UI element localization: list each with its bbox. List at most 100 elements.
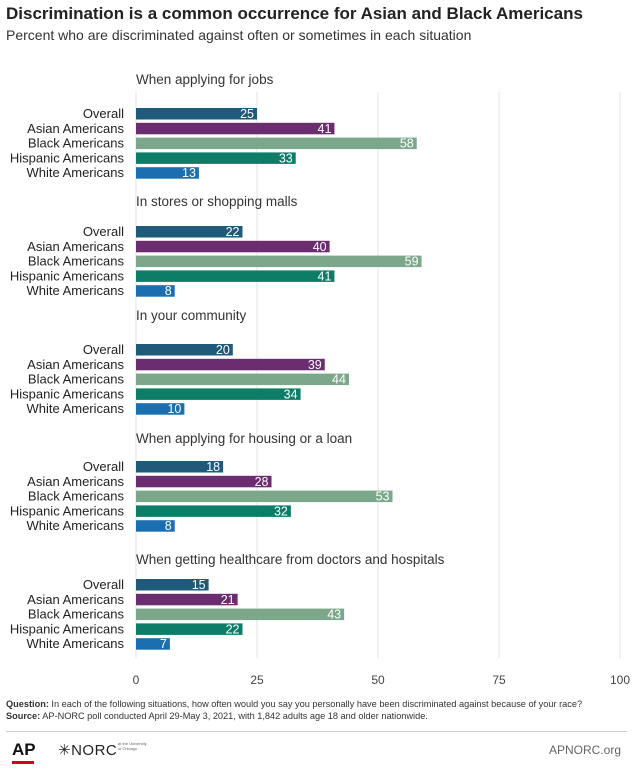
x-tick-label: 0 — [133, 673, 140, 687]
category-label: Black Americans — [28, 136, 125, 151]
category-label: Hispanic Americans — [10, 503, 125, 518]
data-label: 21 — [221, 593, 235, 607]
category-label: Asian Americans — [27, 474, 124, 489]
x-tick-label: 100 — [610, 673, 630, 687]
bar — [136, 255, 422, 268]
category-label: Asian Americans — [27, 592, 124, 607]
bar — [136, 285, 175, 297]
data-label: 53 — [376, 490, 390, 504]
data-label: 33 — [279, 151, 293, 165]
bar-chart: 0 25 50 75 100 When applying for jobs Overall 2… — [10, 72, 630, 687]
category-label: White Americans — [26, 283, 124, 298]
chart-title: Discrimination is a common occurrence fo… — [6, 4, 583, 23]
data-label: 10 — [167, 402, 181, 416]
bar — [136, 520, 175, 532]
bar — [136, 490, 393, 503]
bar — [136, 623, 243, 635]
apnorc-site-link[interactable]: APNORC.org — [548, 743, 621, 757]
category-label: Black Americans — [28, 372, 125, 387]
category-label: Overall — [83, 224, 124, 239]
data-label: 22 — [226, 225, 240, 239]
footnote-source: Source: AP-NORC poll conducted April 29-… — [6, 710, 626, 722]
data-label: 15 — [192, 578, 206, 592]
data-label: 43 — [327, 608, 341, 622]
x-tick-label: 50 — [371, 673, 385, 687]
x-tick-label: 25 — [250, 673, 264, 687]
ap-logo-underline — [12, 761, 34, 764]
bar — [136, 152, 296, 164]
data-label: 7 — [160, 637, 167, 651]
footnote-question: Question: In each of the following situa… — [6, 698, 626, 710]
category-label: Hispanic Americans — [10, 150, 125, 165]
category-label: Overall — [83, 459, 124, 474]
category-label: Overall — [83, 342, 124, 357]
bar — [136, 593, 238, 606]
chart-subtitle: Percent who are discriminated against of… — [6, 27, 472, 43]
category-label: Overall — [83, 106, 124, 121]
ap-logo: AP — [12, 740, 36, 759]
bar — [136, 388, 301, 400]
category-label: Hispanic Americans — [10, 386, 125, 401]
data-label: 28 — [255, 475, 269, 489]
category-label: Hispanic Americans — [10, 268, 125, 283]
category-label: Asian Americans — [27, 121, 124, 136]
category-label: Black Americans — [28, 489, 125, 504]
bar — [136, 638, 170, 650]
data-label: 25 — [240, 107, 254, 121]
data-label: 40 — [313, 240, 327, 254]
bar — [136, 137, 417, 150]
question-text: In each of the following situations, how… — [48, 699, 583, 709]
bar — [136, 122, 335, 135]
data-label: 8 — [165, 284, 172, 298]
group-title: When applying for housing or a loan — [136, 431, 352, 446]
data-label: 34 — [284, 387, 298, 401]
data-label: 22 — [226, 622, 240, 636]
bar — [136, 373, 349, 386]
bar — [136, 270, 335, 282]
norc-logo-tagline: at the University of Chicago — [118, 741, 147, 751]
category-label: Asian Americans — [27, 357, 124, 372]
group-title: When applying for jobs — [136, 72, 274, 87]
data-label: 41 — [318, 122, 332, 136]
bar — [136, 461, 224, 473]
category-label: Asian Americans — [27, 239, 124, 254]
footer-divider — [6, 731, 627, 732]
data-label: 41 — [318, 269, 332, 283]
category-label: White Americans — [26, 636, 124, 651]
category-label: White Americans — [26, 401, 124, 416]
bar — [136, 226, 243, 238]
data-label: 13 — [182, 166, 196, 180]
x-tick-label: 75 — [492, 673, 506, 687]
bar — [136, 108, 257, 120]
data-label: 32 — [274, 504, 288, 518]
bar — [136, 358, 325, 371]
category-label: White Americans — [26, 165, 124, 180]
bar — [136, 505, 291, 517]
data-label: 20 — [216, 343, 230, 357]
group-title: In stores or shopping malls — [136, 194, 298, 209]
group-title: In your community — [136, 308, 247, 323]
category-label: White Americans — [26, 518, 124, 533]
bar — [136, 475, 272, 488]
footnote: Question: In each of the following situa… — [6, 698, 626, 722]
data-label: 39 — [308, 358, 322, 372]
source-text: AP-NORC poll conducted April 29-May 3, 2… — [40, 711, 428, 721]
source-label: Source: — [6, 711, 41, 721]
norc-logo: ✳NORC — [58, 742, 118, 759]
data-label: 58 — [400, 137, 414, 151]
bar — [136, 167, 199, 179]
category-label: Overall — [83, 577, 124, 592]
group-title: When getting healthcare from doctors and… — [136, 552, 445, 567]
data-label: 18 — [206, 460, 220, 474]
bar — [136, 344, 233, 356]
bar — [136, 240, 330, 253]
bar — [136, 579, 209, 591]
category-label: Black Americans — [28, 254, 125, 269]
question-label: Question: — [6, 699, 49, 709]
bar — [136, 403, 185, 415]
category-label: Hispanic Americans — [10, 621, 125, 636]
data-label: 8 — [165, 519, 172, 533]
category-label: Black Americans — [28, 607, 125, 622]
data-label: 44 — [332, 373, 346, 387]
bar — [136, 608, 345, 621]
